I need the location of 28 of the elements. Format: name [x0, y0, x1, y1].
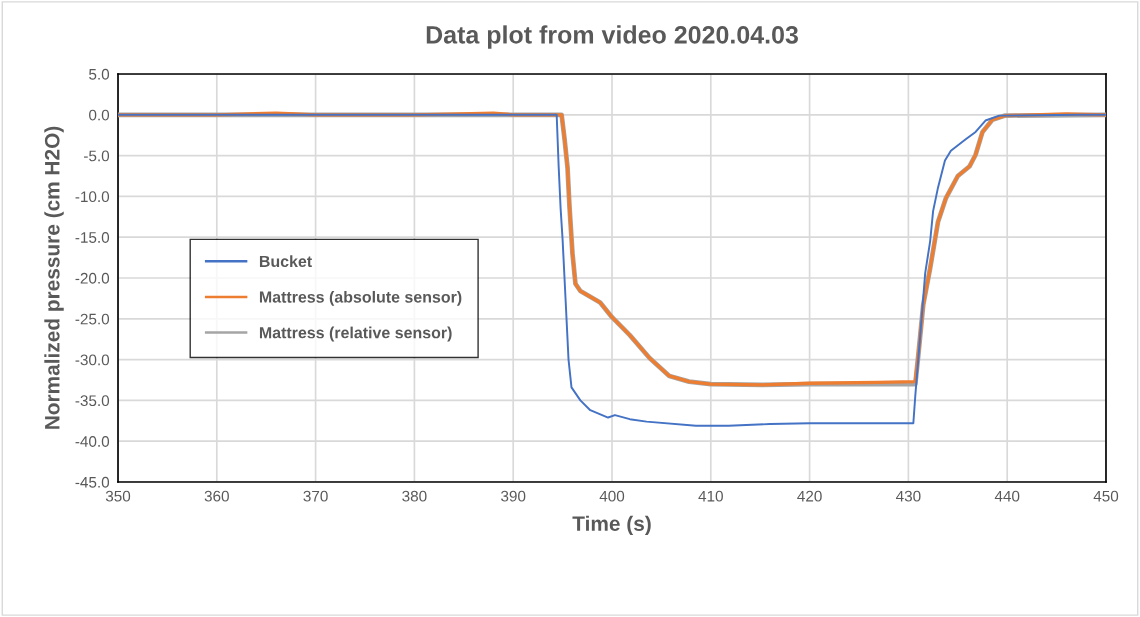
y-tick-label: -15.0: [75, 232, 110, 243]
legend-label: Mattress (relative sensor): [259, 326, 452, 342]
chart-title: Data plot from video 2020.04.03: [426, 25, 798, 49]
x-tick-label: 440: [994, 490, 1020, 502]
legend-label: Mattress (absolute sensor): [259, 290, 462, 306]
x-axis-title: Time (s): [572, 515, 651, 536]
y-tick-label: 5.0: [89, 68, 110, 80]
x-tick-label: 430: [896, 490, 921, 502]
y-tick-label: -5.0: [84, 150, 110, 162]
x-tick-label: 350: [105, 490, 131, 502]
y-tick-label: -25.0: [75, 313, 110, 325]
y-tick-label: -20.0: [75, 272, 110, 284]
y-tick-label: 0.0: [89, 109, 110, 121]
y-tick-label: -10.0: [75, 191, 110, 203]
y-axis-title: Normalized pressure (cm H2O): [44, 126, 64, 429]
x-tick-label: 450: [1093, 490, 1119, 502]
y-tick-label: -35.0: [75, 395, 110, 407]
y-tick-label: -40.0: [75, 436, 110, 447]
legend-label: Bucket: [259, 255, 312, 268]
x-tick-label: 380: [402, 490, 427, 502]
y-tick-label: -30.0: [75, 354, 110, 366]
x-tick-label: 410: [698, 490, 723, 502]
x-tick-label: 420: [797, 490, 822, 502]
x-tick-label: 360: [204, 490, 229, 502]
x-tick-label: 390: [501, 490, 526, 502]
x-tick-label: 370: [303, 490, 328, 502]
x-tick-label: 400: [599, 490, 625, 502]
y-tick-label: -45.0: [75, 476, 110, 488]
